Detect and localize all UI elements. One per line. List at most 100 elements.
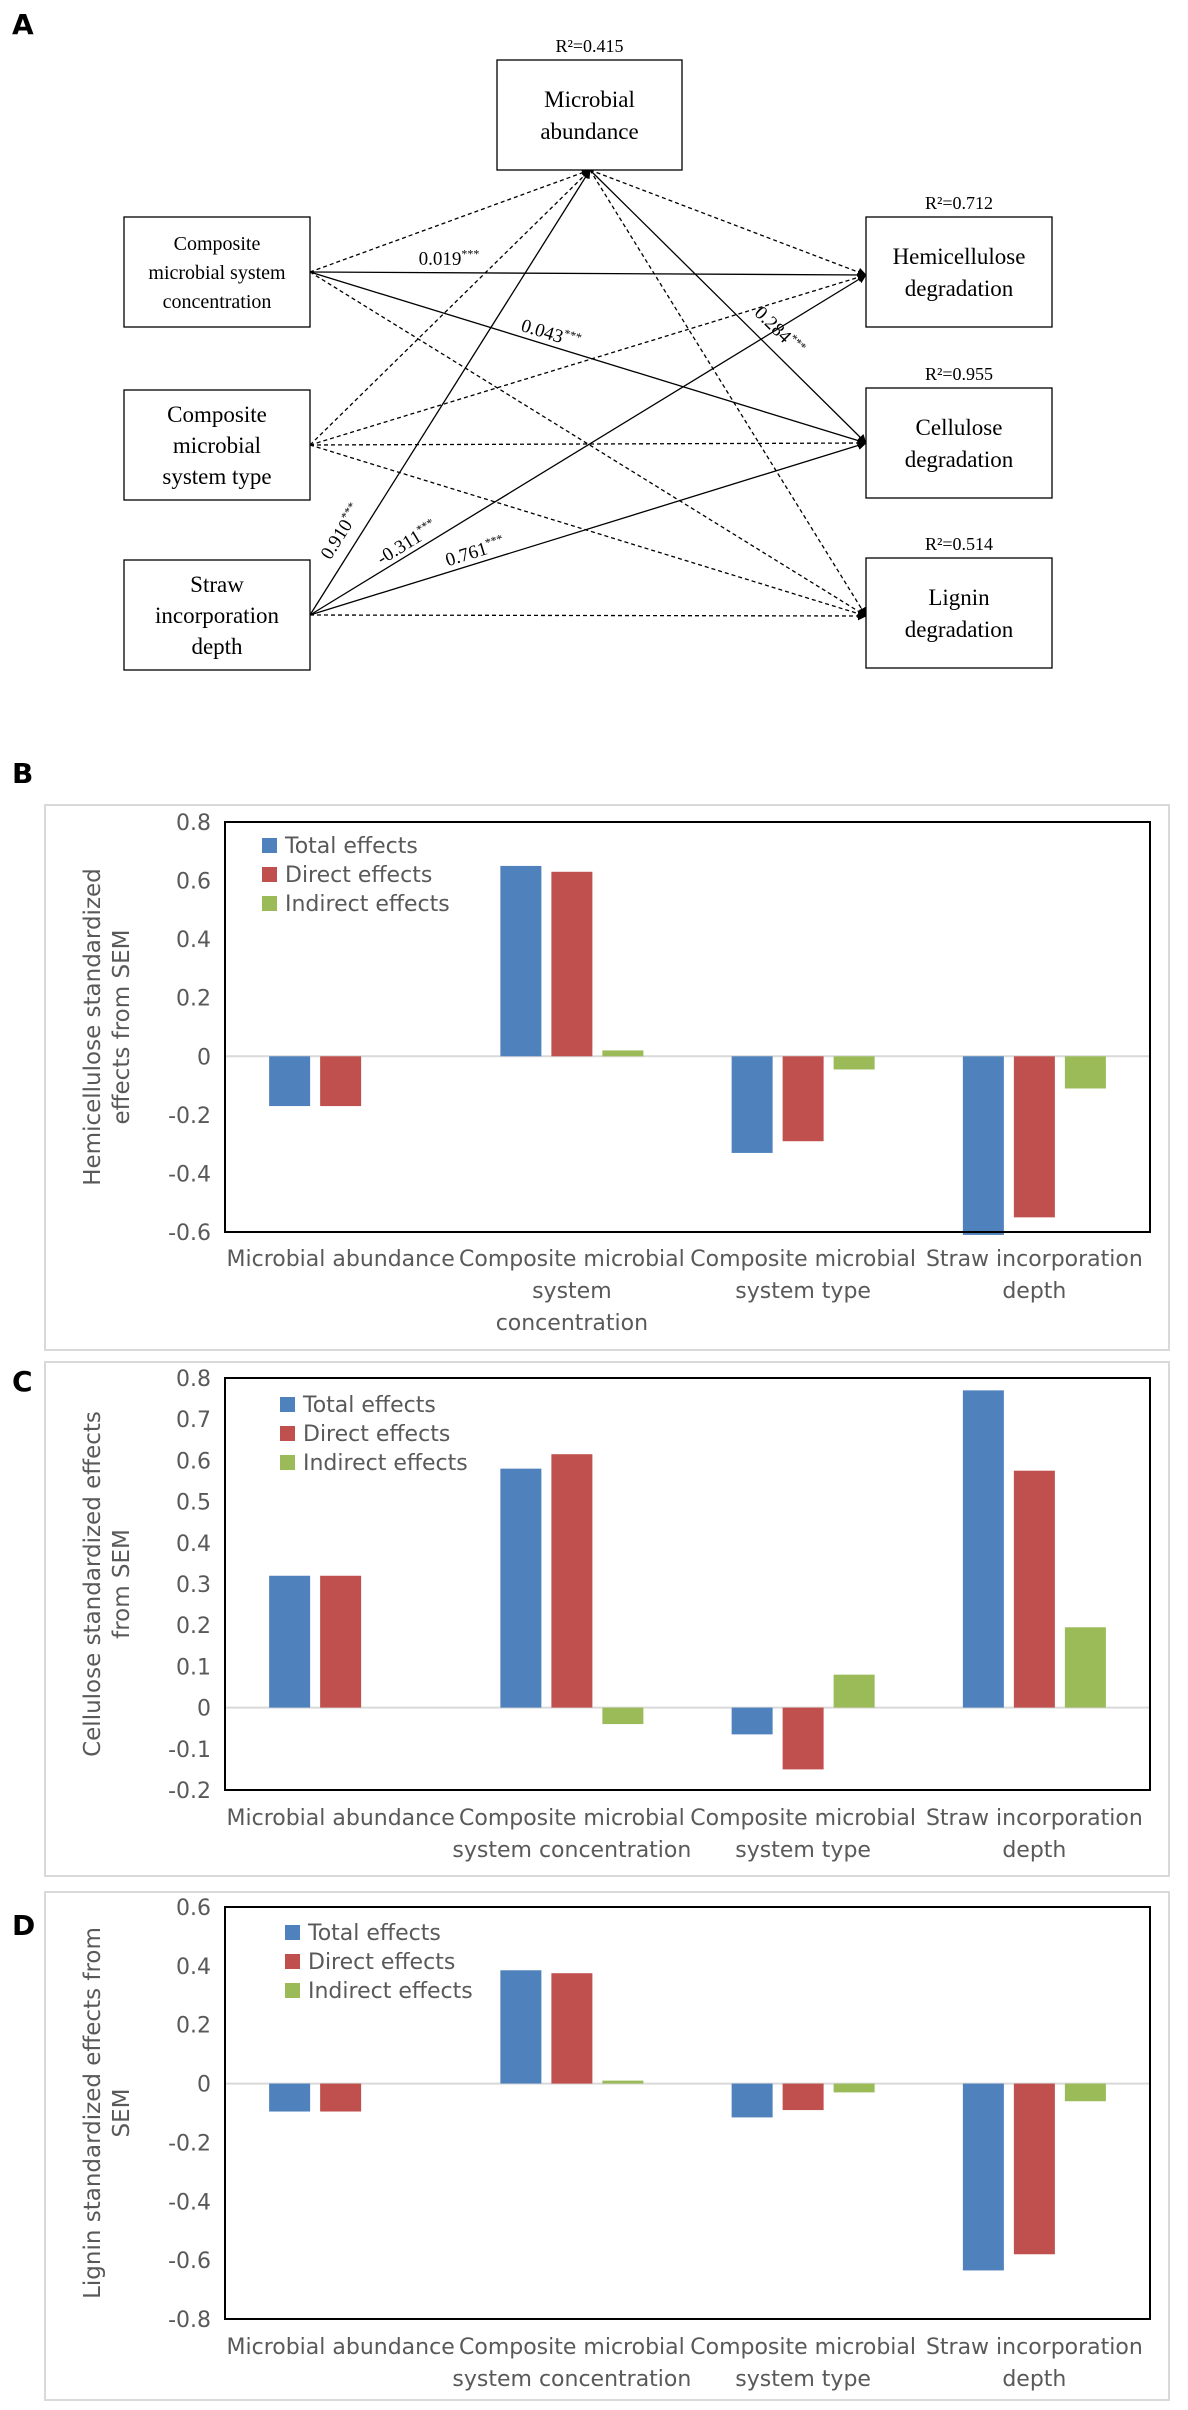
y-tick-label: 0.1: [176, 1655, 211, 1680]
bar-indirect-effects-1: [602, 1050, 644, 1057]
x-category-label: Straw incorporation: [926, 1806, 1143, 1831]
bar-indirect-effects-1: [602, 2080, 644, 2084]
legend-label: Indirect effects: [303, 1451, 468, 1476]
y-tick-label: -0.4: [168, 1162, 211, 1187]
y-tick-label: -0.2: [168, 1104, 211, 1129]
sem-path-straw_depth-to-microbial_abundance: [309, 169, 591, 616]
y-tick-label: 0: [197, 1697, 211, 1722]
sem-node-label-line: Composite: [167, 402, 267, 427]
x-category-label: Microbial abundance: [227, 1247, 455, 1272]
sem-path-composite_concentration-to-microbial_abundance: [309, 168, 591, 273]
sem-coefficient-label: 0.761***: [442, 531, 507, 571]
y-tick-label: 0.2: [176, 1614, 211, 1639]
sem-node-label-line: microbial system: [148, 262, 286, 284]
bar-total-effects-0: [269, 1575, 311, 1708]
y-tick-label: 0.4: [176, 928, 211, 953]
bar-direct-effects-1: [551, 1454, 593, 1708]
panel-label-b: B: [12, 757, 33, 790]
chart-panel-d-lignin: -0.8 -0.6 -0.4 -0.2 0 0.2 0.4 0.6 Lignin standar…: [44, 1891, 1170, 2401]
x-category-label: Microbial abundance: [227, 2335, 455, 2360]
legend-label: Direct effects: [308, 1950, 455, 1975]
y-tick-label: -0.1: [168, 1738, 211, 1763]
x-category-label: Composite microbial: [690, 1806, 916, 1831]
x-category-label: Composite microbial: [459, 1806, 685, 1831]
x-category-label: Composite microbial: [690, 2335, 916, 2360]
sem-coefficient-label: 0.284***: [750, 301, 809, 360]
panel-label-d: D: [12, 1909, 35, 1942]
y-tick-label: 0.8: [176, 811, 211, 836]
sem-path-composite_type-to-lignin: [309, 444, 867, 618]
sem-path-microbial_abundance-to-cellulose: [589, 169, 867, 444]
sem-node-label-line: degradation: [905, 276, 1014, 301]
x-category-label: system type: [735, 1838, 871, 1863]
x-category-label: Composite microbial: [459, 2335, 685, 2360]
legend-swatch: [262, 867, 277, 882]
sem-node-lignin: Lignin degradation R²=0.514: [865, 534, 1053, 669]
bar-total-effects-3: [962, 2083, 1004, 2271]
bar-total-effects-3: [962, 1056, 1004, 1235]
legend-label: Total effects: [302, 1393, 436, 1418]
plot-area-frame: [224, 1906, 1151, 2320]
bar-indirect-effects-3: [1064, 1627, 1106, 1708]
bar-total-effects-2: [731, 1056, 773, 1153]
plot-area-frame: [224, 821, 1151, 1233]
sem-node-label-line: abundance: [540, 119, 638, 144]
bar-total-effects-0: [269, 1056, 311, 1107]
sem-node-composite_concentration: Composite microbial system concentration: [123, 216, 311, 328]
sem-path-composite_concentration-to-lignin: [309, 271, 867, 617]
sem-node-label-line: incorporation: [155, 603, 279, 628]
legend-label: Indirect effects: [308, 1979, 473, 2004]
sem-node-straw_depth: Straw incorporation depth: [123, 559, 311, 671]
y-tick-label: 0.6: [176, 1449, 211, 1474]
sem-node-label-line: concentration: [163, 291, 272, 313]
sem-path-diagram: 0.910*** 0.284*** 0.019*** 0.043*** -0.311**…: [123, 36, 1053, 671]
y-tick-label: -0.6: [168, 2249, 211, 2274]
bar-indirect-effects-3: [1064, 1056, 1106, 1089]
sem-node-composite_type: Composite microbial system type: [123, 389, 311, 501]
sem-node-microbial_abundance: Microbial abundance R²=0.415: [496, 36, 683, 171]
bar-direct-effects-1: [551, 871, 593, 1057]
x-category-label: Composite microbial: [459, 1247, 685, 1272]
bar-indirect-effects-2: [833, 1056, 875, 1070]
sem-path-microbial_abundance-to-lignin: [589, 169, 867, 617]
x-category-label: system type: [735, 1279, 871, 1304]
y-axis-label: Lignin standardized effects from SEM: [80, 1927, 135, 2299]
x-category-label: depth: [1002, 1838, 1066, 1863]
sem-edges: 0.910*** 0.284*** 0.019*** 0.043*** -0.311**…: [309, 168, 867, 621]
legend-swatch: [262, 838, 277, 853]
sem-node-cellulose: Cellulose degradation R²=0.955: [865, 364, 1053, 499]
sem-coefficient-label: 0.043***: [519, 313, 584, 353]
bar-total-effects-1: [500, 1468, 542, 1708]
legend-swatch: [280, 1397, 295, 1412]
bar-indirect-effects-2: [833, 2083, 875, 2093]
y-axis-label: Cellulose standardized effects from SEM: [80, 1411, 135, 1757]
chart-panel-c-cellulose: -0.2 -0.1 0 0.1 0.2 0.3 0.4 0.5 0.6 0.7 0.8 Cellulo…: [44, 1361, 1170, 1877]
bar-indirect-effects-1: [602, 1707, 644, 1725]
bar-direct-effects-2: [782, 1056, 824, 1142]
x-category-label: Microbial abundance: [227, 1806, 455, 1831]
sem-node-label-line: degradation: [905, 617, 1014, 642]
x-category-label: system concentration: [452, 2367, 691, 2392]
bar-direct-effects-3: [1013, 1470, 1055, 1708]
chart-panel-b-hemicellulose: -0.6 -0.4 -0.2 0 0.2 0.4 0.6 0.8 Hemicellulose s…: [44, 804, 1170, 1351]
legend-label: Total effects: [307, 1921, 441, 1946]
bar-total-effects-1: [500, 865, 542, 1057]
legend-swatch: [285, 1983, 300, 1998]
y-tick-label: 0.3: [176, 1573, 211, 1598]
sem-node-r2: R²=0.514: [925, 534, 993, 554]
sem-node-label-line: system type: [162, 464, 271, 489]
legend-swatch: [280, 1426, 295, 1441]
x-category-label: system concentration: [452, 1838, 691, 1863]
bar-total-effects-0: [269, 2083, 311, 2112]
bar-total-effects-2: [731, 1707, 773, 1735]
y-tick-label: 0.4: [176, 1955, 211, 1980]
x-category-label: system type: [735, 2367, 871, 2392]
bar-indirect-effects-2: [833, 1674, 875, 1708]
x-category-label: Straw incorporation: [926, 2335, 1143, 2360]
y-tick-label: 0.5: [176, 1491, 211, 1516]
sem-path-composite_concentration-to-cellulose: [309, 271, 867, 445]
legend-label: Indirect effects: [285, 892, 450, 917]
sem-path-straw_depth-to-cellulose: [309, 441, 867, 616]
bar-direct-effects-0: [320, 1056, 362, 1107]
